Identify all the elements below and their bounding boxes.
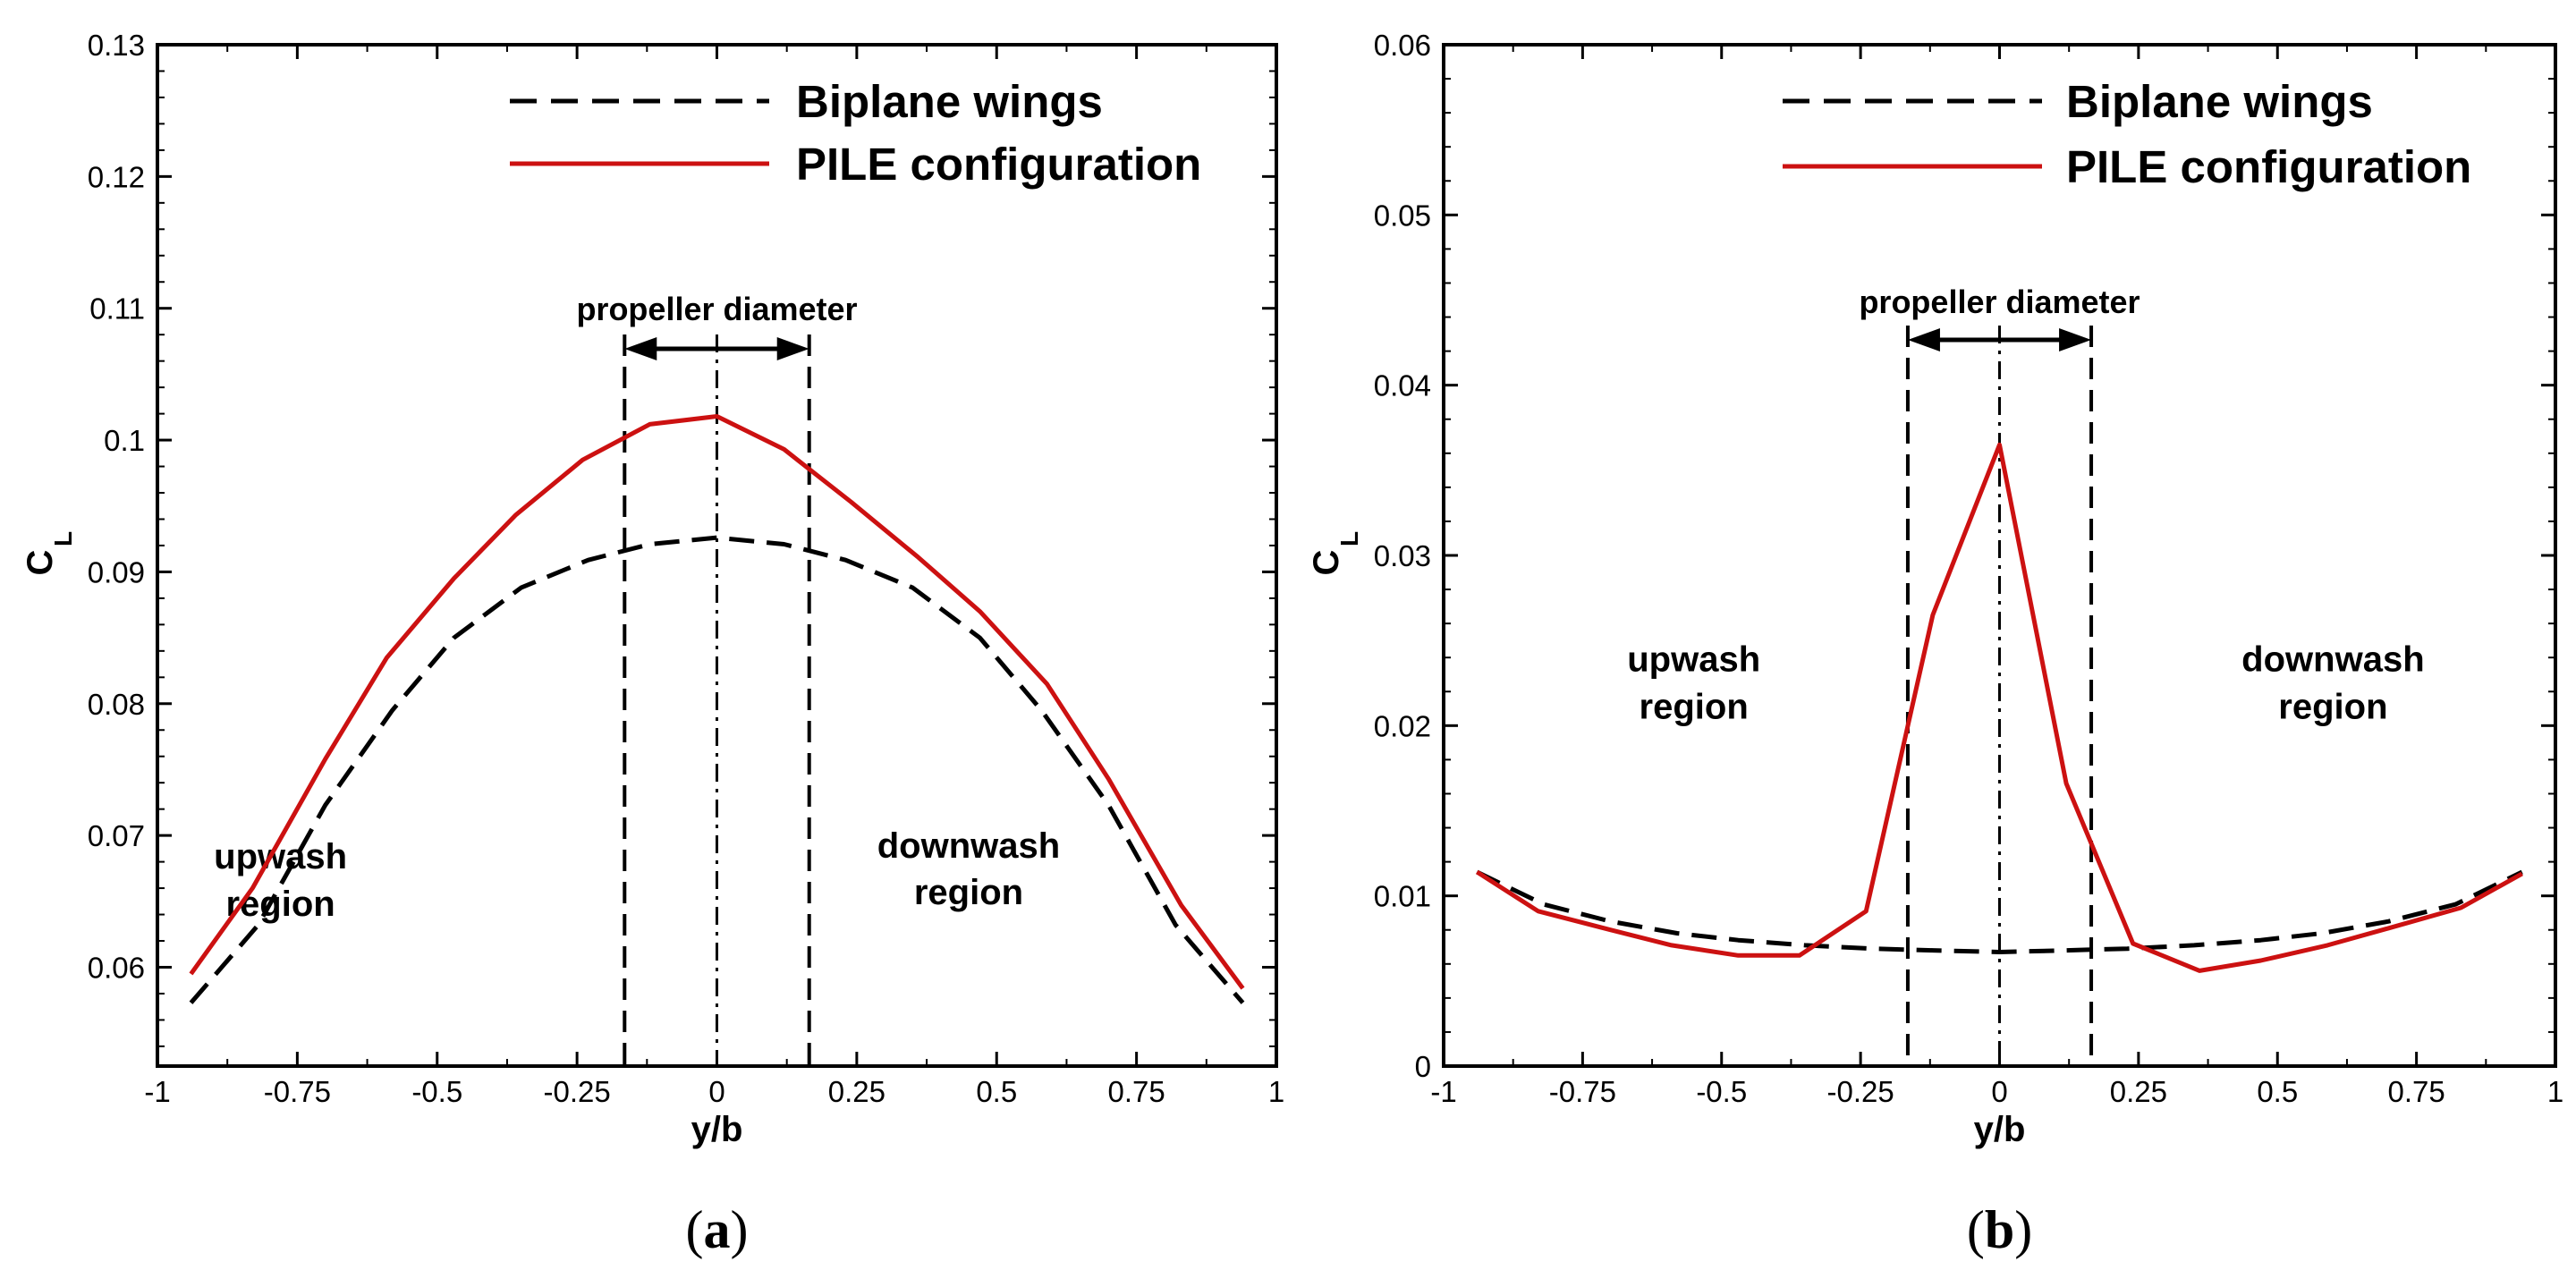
y-axis-title: CL	[21, 531, 77, 576]
y-tick-label: 0.07	[88, 819, 145, 852]
y-axis-title-main: C	[1307, 550, 1346, 576]
x-tick-label: 0.75	[2388, 1075, 2445, 1108]
propeller-diameter-label: propeller diameter	[1859, 284, 2140, 320]
x-tick-label: 0.5	[976, 1075, 1017, 1108]
x-tick-label: -0.75	[264, 1075, 331, 1108]
series-biplane-wings-line	[1476, 869, 2523, 954]
y-tick-label: 0.11	[89, 292, 145, 326]
caption-open: (	[1967, 1200, 1985, 1259]
y-tick-label: 0.1	[104, 424, 145, 457]
y-tick-label: 0.03	[1374, 539, 1431, 572]
panel-caption: (b)	[1967, 1200, 2032, 1259]
y-tick-label: 0	[1415, 1050, 1431, 1083]
propeller-arrowhead-left	[1907, 328, 1940, 351]
propeller-arrowhead-right	[2059, 328, 2092, 351]
x-tick-label: -0.75	[1549, 1075, 1616, 1108]
y-tick-label: 0.04	[1374, 369, 1431, 402]
x-tick-label: -1	[144, 1075, 170, 1108]
y-tick-label: 0.12	[88, 160, 145, 193]
x-tick-label: -0.5	[1696, 1075, 1747, 1108]
downwash-label: downwash	[2241, 639, 2424, 679]
x-tick-label: 0	[708, 1075, 724, 1108]
upwash-region-label: region	[1640, 688, 1749, 727]
x-axis-title: y/b	[1974, 1110, 2026, 1149]
legend-pile-label: PILE configuration	[796, 139, 1201, 190]
x-tick-label: 0.25	[828, 1075, 886, 1108]
downwash-region-label: region	[914, 873, 1023, 912]
caption-close: )	[2014, 1200, 2032, 1259]
x-tick-label: 0	[1991, 1075, 2007, 1108]
y-tick-label: 0.02	[1374, 709, 1431, 742]
y-axis-title: CL	[1307, 531, 1363, 576]
caption-letter: a	[704, 1200, 731, 1259]
series-biplane-wings-line	[189, 535, 1245, 1004]
downwash-region-label: region	[2278, 688, 2387, 727]
x-tick-label: -1	[1430, 1075, 1456, 1108]
chart-panel-b: -1 -0.75 -0.5 -0.25 0 0.25 0.5 0.75 1 0 0.01 0.02 0.…	[1307, 29, 2563, 1259]
x-tick-label: 1	[1268, 1075, 1284, 1108]
series-pile-configuration-line	[189, 414, 1245, 990]
x-tick-label: -0.25	[544, 1075, 611, 1108]
caption-letter: b	[1985, 1200, 2014, 1259]
legend-biplane-label: Biplane wings	[796, 76, 1103, 127]
y-tick-label: 0.06	[1374, 29, 1431, 62]
x-axis-title: y/b	[691, 1110, 743, 1149]
y-axis-title-subscript: L	[1335, 531, 1363, 546]
upwash-region-label: region	[225, 885, 335, 924]
series-pile-configuration-line	[1475, 442, 2523, 973]
legend-pile-label: PILE configuration	[2066, 141, 2471, 192]
x-tick-label: 0.5	[2257, 1075, 2298, 1108]
legend-biplane-label: Biplane wings	[2066, 76, 2373, 127]
y-tick-label: 0.06	[88, 951, 145, 984]
y-tick-label: 0.13	[88, 29, 145, 62]
downwash-label: downwash	[877, 826, 1060, 866]
x-tick-label: 0.25	[2110, 1075, 2167, 1108]
caption-close: )	[731, 1200, 749, 1259]
propeller-arrowhead-left	[624, 337, 657, 360]
y-tick-label: 0.09	[88, 555, 145, 588]
x-tick-label: -0.25	[1827, 1075, 1894, 1108]
x-tick-label: 0.75	[1108, 1075, 1165, 1108]
x-tick-label: 1	[2547, 1075, 2563, 1108]
upwash-label: upwash	[1627, 639, 1760, 679]
caption-open: (	[686, 1200, 704, 1259]
chart-panel-a: -1 -0.75 -0.5 -0.25 0 0.25 0.5 0.75 1 0.06 0.07 0.0…	[21, 29, 1284, 1259]
y-tick-label: 0.01	[1374, 880, 1431, 913]
x-tick-label: -0.5	[411, 1075, 462, 1108]
propeller-diameter-label: propeller diameter	[576, 291, 857, 327]
y-axis-title-main: C	[21, 550, 60, 576]
upwash-label: upwash	[214, 837, 347, 876]
y-tick-label: 0.05	[1374, 199, 1431, 232]
y-axis-title-subscript: L	[49, 531, 77, 546]
y-tick-label: 0.08	[88, 688, 145, 721]
propeller-arrowhead-right	[776, 337, 809, 360]
panel-caption: (a)	[686, 1200, 749, 1259]
